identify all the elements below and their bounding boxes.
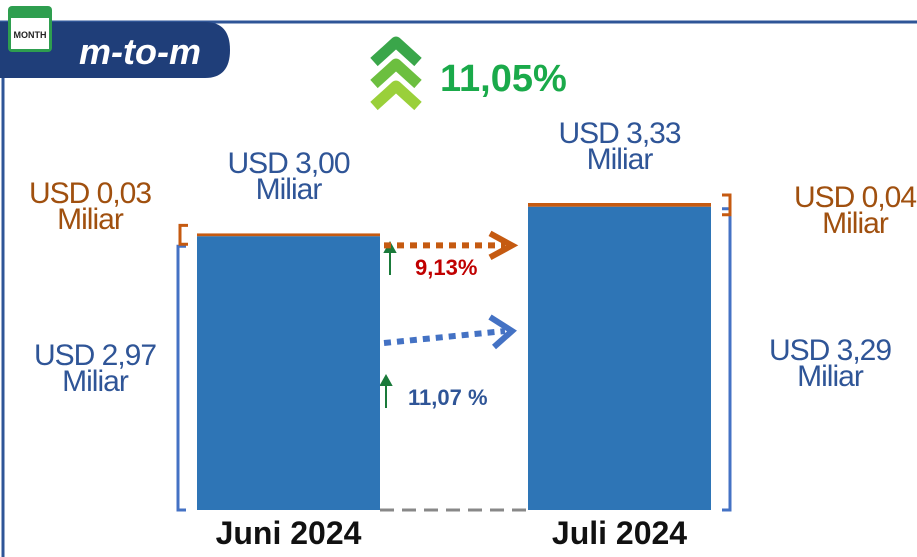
icon-label: MONTH: [14, 30, 47, 40]
growth-chevrons: [370, 36, 422, 111]
growth-label: 11,07 %: [408, 385, 488, 410]
orange-arrowhead: [488, 230, 519, 261]
value-label: USD 3,29 Miliar: [768, 334, 892, 394]
title-tab: [0, 22, 230, 78]
value-label: USD 0,04 Miliar: [793, 181, 917, 240]
bracket: [178, 223, 188, 246]
bracket: [722, 193, 732, 217]
x-tick-label: Juli 2024: [551, 515, 688, 551]
value-label: USD 2,97 Miliar: [33, 339, 157, 399]
total-label: USD 3,33 Miliar: [558, 117, 681, 176]
bar-segment: [197, 236, 380, 510]
value-label: USD 0,03 Miliar: [28, 177, 152, 237]
bracket: [722, 207, 732, 512]
growth-label: 9,13%: [415, 255, 478, 280]
bar-segment: [528, 203, 711, 207]
chart-title: m-to-m: [79, 31, 201, 72]
total-label: USD 3,00 Miliar: [227, 147, 350, 207]
small-arrows: [379, 240, 397, 408]
blue-arrowhead: [488, 314, 517, 350]
bracket: [176, 244, 186, 512]
x-tick-label: Juni 2024: [215, 515, 362, 551]
growth-label: 11,05%: [440, 58, 567, 100]
calendar-page: [11, 18, 49, 49]
blue-arrow: [383, 328, 506, 346]
bar-segment: [528, 206, 711, 510]
bar-segment: [197, 233, 380, 237]
